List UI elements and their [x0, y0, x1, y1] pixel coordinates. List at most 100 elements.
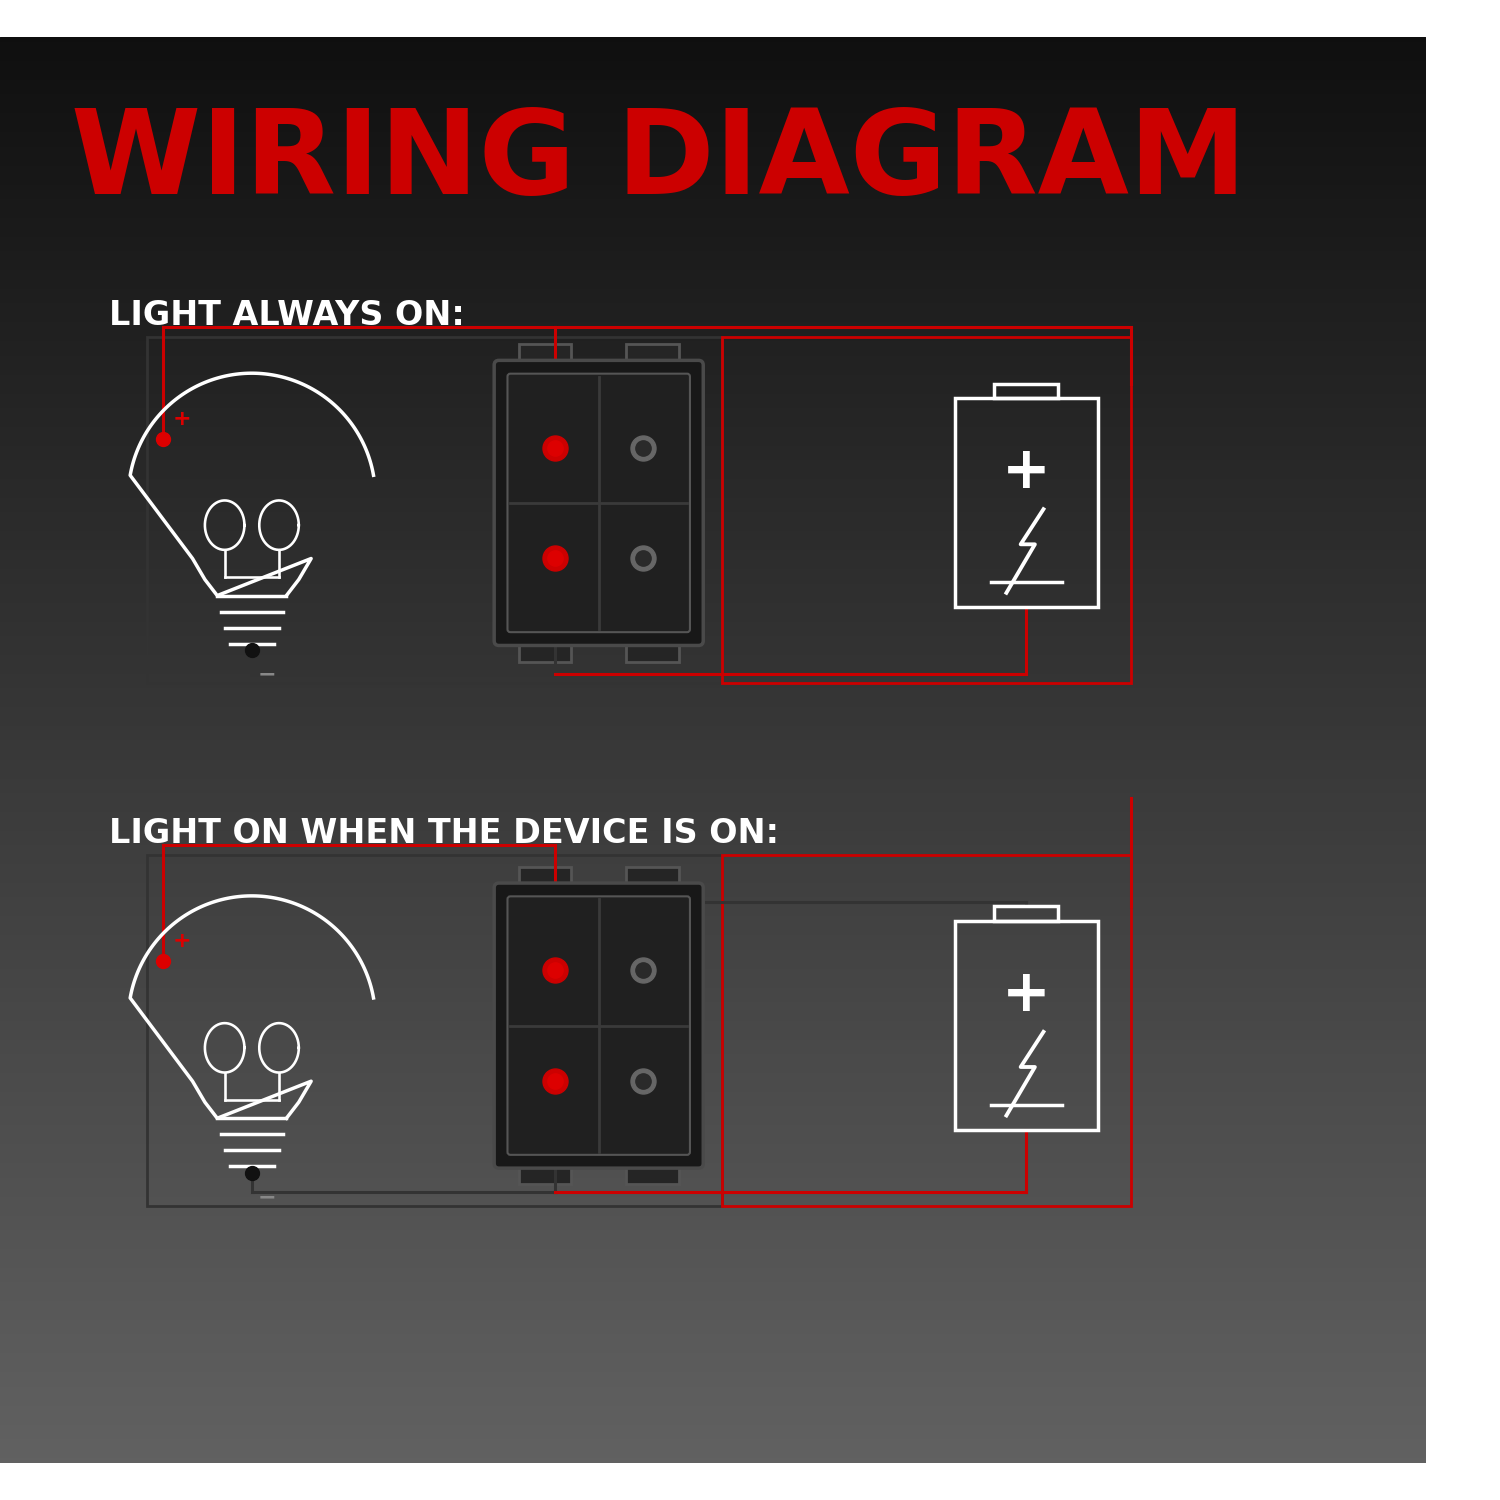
Bar — [0, 1182, 1425, 1186]
Bar — [0, 270, 1425, 274]
Bar — [0, 450, 1425, 456]
Bar — [0, 892, 1425, 897]
Bar — [0, 1130, 1425, 1136]
Bar — [0, 503, 1425, 507]
Bar — [0, 75, 1425, 80]
Bar — [0, 136, 1425, 142]
Bar — [0, 237, 1425, 242]
Bar — [0, 831, 1425, 836]
Bar — [0, 1320, 1425, 1324]
Bar — [0, 1368, 1425, 1372]
Bar — [0, 765, 1425, 770]
Bar — [0, 844, 1425, 850]
Bar — [0, 1068, 1425, 1072]
Text: +: + — [172, 932, 192, 951]
Bar — [627, 640, 678, 662]
Bar — [0, 1250, 1425, 1254]
Bar — [0, 958, 1425, 964]
Bar — [0, 1030, 1425, 1035]
Bar — [0, 1311, 1425, 1316]
Bar — [0, 1136, 1425, 1140]
Bar — [0, 417, 1425, 422]
Bar — [0, 542, 1425, 546]
Bar — [0, 1040, 1425, 1044]
Bar — [0, 1044, 1425, 1050]
Bar — [0, 1101, 1425, 1107]
Bar — [0, 759, 1425, 765]
Bar — [0, 1026, 1425, 1030]
Bar — [0, 993, 1425, 998]
Bar — [0, 294, 1425, 298]
Bar — [0, 51, 1425, 57]
Bar — [0, 1316, 1425, 1320]
Bar — [0, 1059, 1425, 1064]
Bar — [0, 1449, 1425, 1454]
Bar — [0, 788, 1425, 794]
FancyBboxPatch shape — [507, 374, 690, 632]
Bar — [0, 1215, 1425, 1221]
Bar — [0, 621, 1425, 627]
Bar — [0, 864, 1425, 868]
Bar — [0, 1092, 1425, 1096]
Bar — [0, 460, 1425, 465]
Bar — [0, 822, 1425, 827]
Bar — [0, 735, 1425, 741]
Bar — [0, 730, 1425, 735]
Bar — [0, 812, 1425, 816]
Bar — [0, 441, 1425, 446]
Bar — [0, 413, 1425, 417]
Bar — [0, 1210, 1425, 1215]
Bar — [0, 232, 1425, 237]
Bar — [0, 1425, 1425, 1430]
Bar — [0, 332, 1425, 336]
Bar — [0, 436, 1425, 441]
Bar — [0, 550, 1425, 555]
Bar — [0, 1125, 1425, 1130]
Bar — [0, 640, 1425, 645]
Bar — [0, 356, 1425, 360]
Bar — [0, 1410, 1425, 1414]
Bar — [0, 1078, 1425, 1083]
Bar — [0, 884, 1425, 888]
Bar — [0, 303, 1425, 307]
Bar — [0, 982, 1425, 987]
Bar — [0, 1434, 1425, 1438]
Bar — [0, 318, 1425, 322]
Bar — [0, 364, 1425, 370]
Bar — [0, 274, 1425, 279]
Bar — [994, 384, 1059, 399]
Bar — [0, 726, 1425, 730]
Bar — [0, 152, 1425, 156]
Bar — [0, 570, 1425, 574]
Bar — [0, 209, 1425, 213]
Bar — [0, 1096, 1425, 1101]
Bar — [0, 1372, 1425, 1377]
Bar — [0, 99, 1425, 104]
Bar — [0, 57, 1425, 62]
Bar — [0, 598, 1425, 603]
Bar — [0, 1168, 1425, 1173]
Bar — [0, 393, 1425, 399]
Bar — [0, 717, 1425, 722]
Bar — [0, 1173, 1425, 1178]
Bar — [0, 1420, 1425, 1425]
Bar — [0, 778, 1425, 783]
Bar — [0, 1054, 1425, 1059]
Bar — [0, 974, 1425, 978]
Bar — [0, 794, 1425, 798]
Bar — [0, 678, 1425, 684]
Text: −: − — [258, 664, 276, 686]
Bar — [0, 816, 1425, 822]
Bar — [0, 342, 1425, 346]
Bar — [0, 432, 1425, 436]
Bar — [519, 344, 572, 364]
Bar — [0, 750, 1425, 754]
Bar — [0, 1149, 1425, 1154]
Bar — [0, 706, 1425, 712]
Bar — [519, 1164, 572, 1185]
Bar — [0, 632, 1425, 636]
Bar — [147, 855, 723, 1206]
Bar — [0, 855, 1425, 859]
Bar — [0, 873, 1425, 879]
Bar — [0, 1035, 1425, 1040]
